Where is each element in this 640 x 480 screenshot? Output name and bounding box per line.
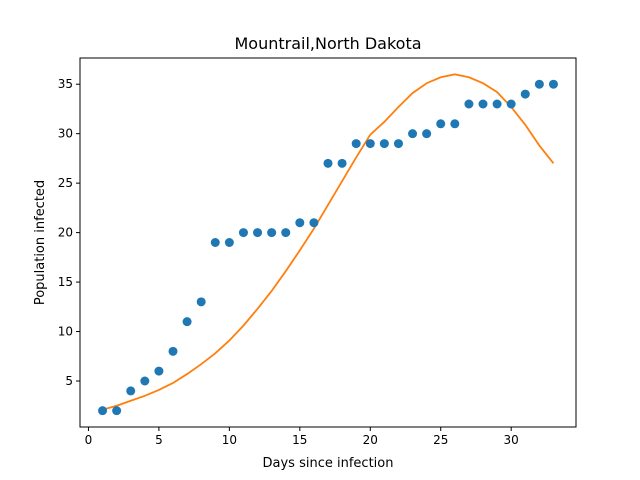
data-point: [309, 218, 319, 228]
y-axis: 5 10 15 20 25 30 35: [58, 77, 80, 388]
data-point: [196, 297, 206, 307]
data-point: [126, 386, 136, 396]
x-tick-label: 10: [222, 433, 237, 447]
y-tick-label: 25: [58, 176, 73, 190]
data-point: [281, 228, 291, 238]
data-point: [238, 228, 248, 238]
data-point: [182, 317, 192, 327]
y-tick-label: 5: [65, 374, 73, 388]
y-axis-label: Population infected: [33, 180, 48, 305]
plot-area: [98, 73, 558, 416]
x-tick-label: 30: [504, 433, 519, 447]
x-tick-label: 20: [363, 433, 378, 447]
y-tick-label: 30: [58, 127, 73, 141]
y-tick-label: 35: [58, 77, 73, 91]
data-point: [506, 99, 516, 109]
data-point: [210, 238, 220, 247]
data-point: [492, 99, 502, 109]
data-point: [379, 139, 389, 149]
data-point: [436, 119, 446, 129]
y-tick-label: 20: [58, 226, 73, 240]
data-point: [408, 129, 418, 139]
data-point: [98, 406, 108, 416]
data-point: [365, 139, 375, 149]
axes-frame: [79, 57, 577, 428]
data-point: [323, 158, 333, 168]
data-point: [295, 218, 305, 228]
data-point: [337, 158, 347, 168]
data-point: [464, 99, 474, 109]
data-point: [478, 99, 488, 109]
data-point: [534, 79, 544, 89]
data-point: [393, 139, 403, 149]
data-point: [253, 228, 263, 238]
data-point: [422, 129, 432, 139]
x-tick-label: 25: [433, 433, 448, 447]
data-point: [548, 79, 558, 89]
data-point: [140, 376, 150, 386]
fit-curve-line: [102, 73, 555, 411]
x-axis-label: Days since infection: [263, 456, 394, 471]
x-axis: 0 5 10 15 20 25 30: [85, 427, 519, 447]
y-tick-label: 15: [58, 275, 73, 289]
data-point: [520, 89, 530, 99]
y-tick-label: 10: [58, 325, 73, 339]
x-tick-label: 15: [292, 433, 307, 447]
data-point: [224, 238, 234, 247]
data-point: [154, 366, 164, 376]
data-point: [450, 119, 460, 129]
x-tick-label: 0: [85, 433, 93, 447]
data-point: [267, 228, 277, 238]
data-point: [112, 406, 122, 416]
data-point: [351, 139, 361, 149]
data-point: [168, 346, 178, 356]
x-tick-label: 5: [155, 433, 163, 447]
chart-title: Mountrail,North Dakota: [234, 34, 421, 53]
